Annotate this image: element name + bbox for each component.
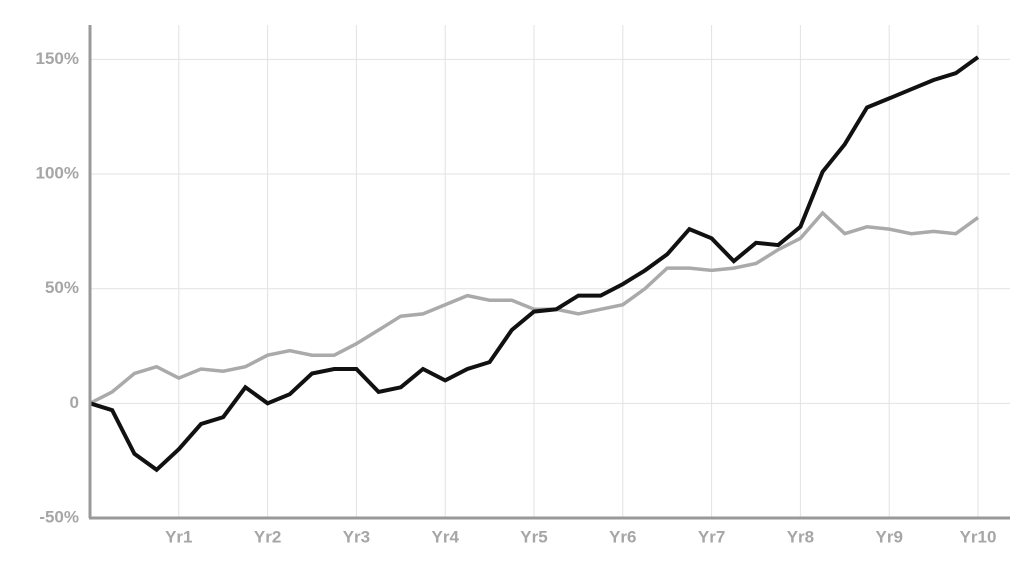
series-line bbox=[89, 55, 980, 473]
y-tick-label: 50% bbox=[45, 278, 79, 297]
x-tick-label: Yr10 bbox=[960, 527, 997, 546]
x-tick-label: Yr2 bbox=[254, 527, 281, 546]
y-tick-label: 0 bbox=[70, 393, 79, 412]
series-line bbox=[89, 210, 980, 405]
y-tick-label: 100% bbox=[36, 164, 79, 183]
labels: -50% 0 50% 100% 150% Yr1 Yr2 Yr3 Yr4 Yr5 Yr6 Yr7 Yr8… bbox=[36, 49, 997, 547]
y-tick-label: -50% bbox=[39, 507, 79, 526]
x-tick-label: Yr7 bbox=[698, 527, 725, 546]
lines bbox=[89, 55, 980, 473]
x-tick-label: Yr4 bbox=[431, 527, 459, 546]
y-tick-label: 150% bbox=[36, 49, 79, 68]
grid bbox=[90, 25, 1010, 519]
x-tick-label: Yr1 bbox=[165, 527, 192, 546]
x-tick-label: Yr9 bbox=[875, 527, 902, 546]
x-tick-label: Yr5 bbox=[520, 527, 547, 546]
x-tick-label: Yr8 bbox=[787, 527, 814, 546]
x-tick-label: Yr3 bbox=[343, 527, 370, 546]
x-tick-label: Yr6 bbox=[609, 527, 636, 546]
